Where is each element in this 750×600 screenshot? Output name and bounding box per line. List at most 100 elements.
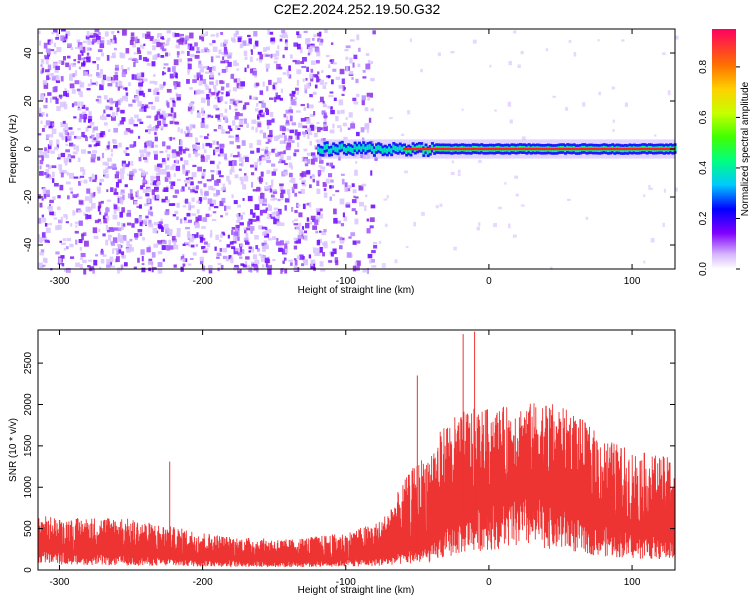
- spectrogram-cell: [612, 129, 615, 132]
- spectrogram-cell: [164, 211, 169, 216]
- spectrogram-cell: [235, 30, 239, 34]
- signal-cell: [345, 147, 349, 153]
- spectrogram-cell: [263, 240, 268, 245]
- spectrogram-cell: [176, 227, 181, 233]
- spectrogram-cell: [165, 150, 168, 153]
- spectrogram-cell: [53, 42, 57, 48]
- spectrogram-cell: [266, 119, 272, 126]
- spectrogram-cell: [356, 34, 360, 41]
- spectrogram-cell: [110, 148, 113, 153]
- spectrogram-cell: [72, 194, 78, 198]
- spectrogram-cell: [284, 268, 288, 274]
- spectrogram-cell: [299, 177, 302, 180]
- spectrogram-cell: [277, 198, 281, 202]
- spectrogram-cell: [303, 156, 309, 161]
- spectrogram-cell: [47, 240, 50, 243]
- spectrogram-cell: [67, 156, 70, 162]
- spectrogram-cell: [79, 82, 85, 88]
- spectrogram-cell: [349, 57, 353, 64]
- spectrogram-cell: [296, 255, 300, 260]
- spectrogram-cell: [312, 247, 317, 254]
- spectrogram-cell: [55, 80, 61, 83]
- spectrogram-cell: [63, 127, 66, 132]
- spectrogram-cell: [83, 117, 86, 123]
- spectrogram-cell: [314, 84, 318, 89]
- spectrogram-cell: [211, 115, 214, 119]
- spectrogram-cell: [212, 140, 216, 145]
- spectrogram-cell: [147, 88, 152, 93]
- spectrogram-cell: [280, 189, 286, 194]
- spectrogram-cell: [120, 109, 125, 114]
- spectrogram-cell: [83, 240, 89, 247]
- spectrogram-cell: [163, 81, 166, 86]
- spectrogram-cell: [287, 193, 291, 199]
- spectrogram-cell: [60, 216, 63, 222]
- spectrogram-cell: [323, 124, 328, 127]
- spectrogram-cell: [265, 226, 268, 231]
- spectrogram-cell: [249, 68, 255, 74]
- spectrogram-cell: [323, 229, 327, 233]
- spectrogram-cell: [38, 110, 41, 114]
- spectrogram-cell: [255, 127, 258, 133]
- spectrogram-cell: [257, 176, 260, 181]
- signal-cell: [409, 148, 413, 154]
- spectrogram-cell: [66, 195, 70, 200]
- spectrogram-cell: [199, 35, 203, 40]
- spectrogram-cell: [231, 160, 237, 166]
- spectrogram-cell: [95, 81, 98, 86]
- spectrogram-cell: [211, 174, 214, 180]
- spectrogram-cell: [189, 87, 193, 90]
- spectrogram-cell: [179, 150, 183, 155]
- spectrogram-cell: [74, 230, 79, 234]
- spectrogram-cell: [114, 67, 119, 71]
- spectrogram-cell: [218, 72, 221, 76]
- spectrogram-cell: [153, 150, 159, 155]
- y-tick-label: 2000: [23, 393, 34, 416]
- spectrogram-cell: [78, 66, 82, 70]
- spectrogram-cell: [272, 236, 277, 241]
- spectrogram-cell: [44, 154, 50, 159]
- spectrogram-cell: [266, 68, 269, 72]
- spectrogram-cell: [128, 82, 131, 87]
- spectrogram-cell: [177, 127, 180, 133]
- spectrogram-cell: [129, 247, 134, 252]
- spectrogram-cell: [309, 175, 313, 179]
- spectrogram-cell: [249, 164, 254, 168]
- spectrogram-cell: [106, 39, 112, 45]
- spectrogram-cell: [225, 212, 229, 216]
- spectrogram-cell: [40, 120, 43, 125]
- spectrogram-cell: [358, 47, 361, 52]
- spectrogram-cell: [650, 237, 655, 243]
- signal-cell: [385, 148, 389, 154]
- spectrogram-cell: [204, 157, 208, 163]
- spectrogram-cell: [111, 112, 116, 118]
- signal-cell: [332, 145, 336, 151]
- spectrogram-cell: [378, 240, 382, 245]
- x-tick-label: -200: [193, 276, 213, 287]
- spectrogram-cell: [57, 262, 63, 265]
- spectrogram-cell: [65, 143, 69, 147]
- spectrogram-cell: [49, 199, 54, 204]
- spectrogram-cell: [365, 63, 371, 70]
- spectrogram-cell: [662, 222, 665, 228]
- spectrogram-cell: [82, 232, 87, 236]
- spectrogram-cell: [280, 192, 284, 198]
- spectrogram-cell: [78, 220, 83, 226]
- spectrogram-cell: [312, 218, 315, 223]
- spectrogram-cell: [168, 239, 172, 246]
- spectrogram-cell: [84, 196, 90, 201]
- spectrogram-cell: [39, 165, 42, 170]
- spectrogram-cell: [119, 198, 123, 203]
- spectrogram-cell: [246, 264, 251, 270]
- spectrogram-cell: [259, 129, 264, 134]
- colorbar-ticks: 0.00.20.40.60.8: [698, 60, 740, 276]
- spectrogram-cell: [122, 87, 128, 90]
- spectrogram-cell: [81, 149, 87, 154]
- spectrogram-cell: [204, 124, 209, 129]
- spectrogram-cell: [99, 178, 105, 182]
- spectrogram-cell: [98, 228, 101, 233]
- spectrogram-cell: [173, 173, 176, 177]
- spectrogram-cell: [106, 215, 110, 221]
- spectrogram-cell: [309, 140, 312, 146]
- spectrogram-cell: [74, 70, 78, 76]
